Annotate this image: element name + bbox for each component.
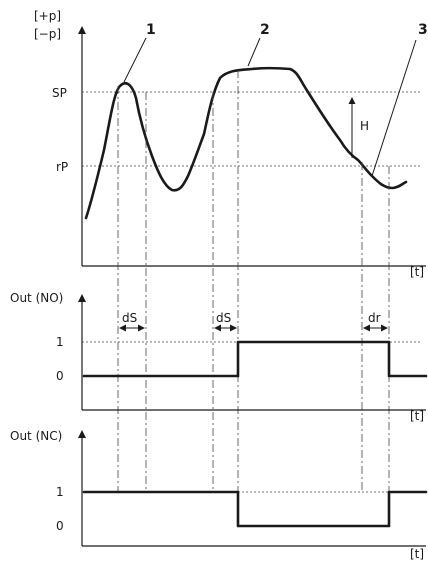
dr-label: dr xyxy=(368,311,381,325)
ds-label-2: dS xyxy=(216,311,231,325)
nc-signal-trace xyxy=(82,490,428,528)
nc-title: Out (NC) xyxy=(10,429,62,443)
callout-1-leader xyxy=(123,37,147,83)
nc-tick-low: 0 xyxy=(56,519,64,533)
nc-x-unit: [t] xyxy=(410,547,424,561)
y-label-plus-p: [+p] xyxy=(34,9,61,23)
output-no-chart: Out (NO) 1 0 [t] dS dS dr xyxy=(10,291,428,423)
output-nc-chart: Out (NC) 1 0 [t] xyxy=(10,429,428,561)
no-title: Out (NO) xyxy=(10,291,63,305)
pressure-chart: [+p] [−p] SP rP [t] H 1 2 3 xyxy=(34,9,428,279)
pressure-curve xyxy=(84,66,408,220)
nc-tick-high: 1 xyxy=(56,485,64,499)
no-x-unit: [t] xyxy=(410,409,424,423)
callout-3: 3 xyxy=(418,22,428,38)
y-label-minus-p: [−p] xyxy=(34,27,61,41)
callout-3-leader xyxy=(371,39,417,177)
rp-label: rP xyxy=(56,160,68,174)
pressure-x-unit: [t] xyxy=(410,265,424,279)
sp-label: SP xyxy=(52,86,67,100)
no-tick-low: 0 xyxy=(56,369,64,383)
no-tick-high: 1 xyxy=(56,335,64,349)
callout-1: 1 xyxy=(146,22,156,38)
hysteresis-label: H xyxy=(360,119,369,133)
callout-2-leader xyxy=(247,37,261,67)
no-signal-trace xyxy=(82,340,428,378)
callout-2: 2 xyxy=(260,22,270,38)
timing-guides xyxy=(117,70,390,526)
ds-label-1: dS xyxy=(122,311,137,325)
